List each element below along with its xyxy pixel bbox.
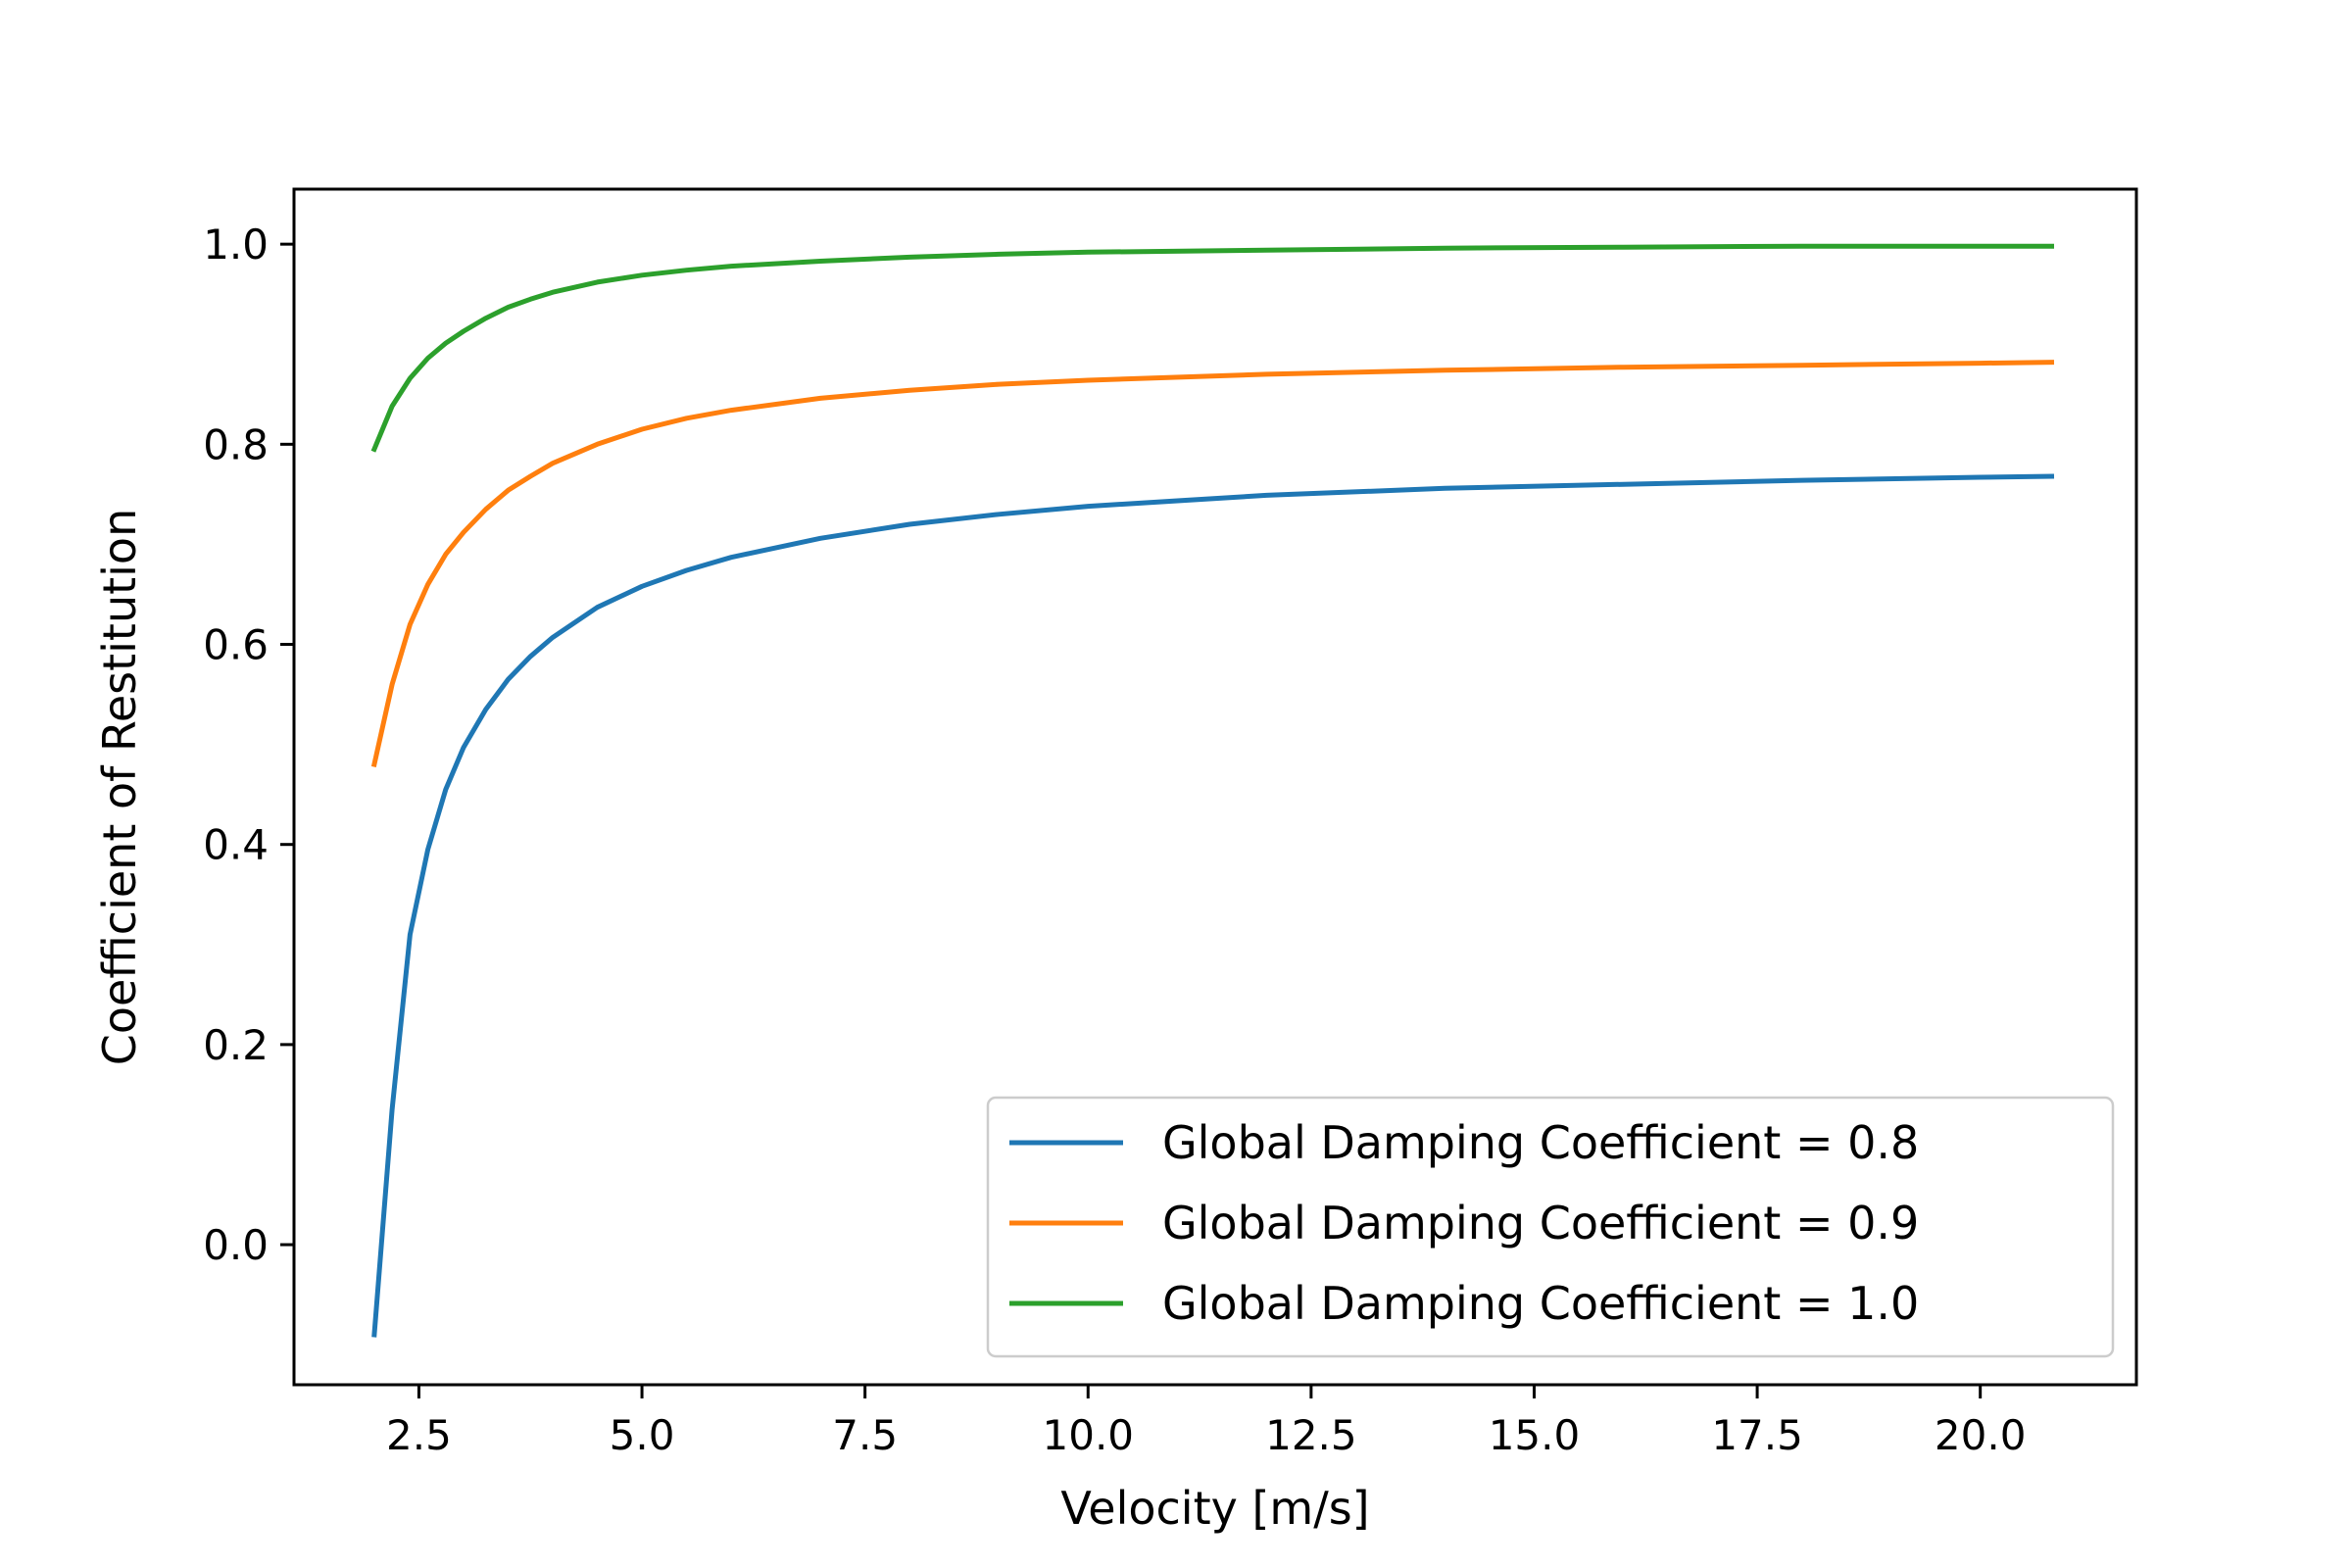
y-tick-label: 0.6 xyxy=(203,621,269,669)
y-tick-label: 0.2 xyxy=(203,1021,269,1069)
legend-items: Global Damping Coefficient = 0.8 Global D… xyxy=(1009,1116,1919,1330)
legend: Global Damping Coefficient = 0.8 Global D… xyxy=(986,1096,2115,1358)
y-tick-label: 0.4 xyxy=(203,821,269,869)
series-line-1 xyxy=(371,473,2055,1338)
x-tick-label: 10.0 xyxy=(1043,1411,1135,1459)
x-tick-label: 20.0 xyxy=(1935,1411,2027,1459)
x-axis-ticks: 2.5 5.0 7.5 10.0 12.5 15.0 17.5 20.0 xyxy=(386,1385,2026,1459)
x-tick-label: 15.0 xyxy=(1489,1411,1581,1459)
x-tick-label: 7.5 xyxy=(832,1411,898,1459)
y-tick-label: 1.0 xyxy=(203,220,269,269)
y-axis-title: Coefficient of Restitution xyxy=(93,509,146,1065)
legend-label: Global Damping Coefficient = 1.0 xyxy=(1162,1277,1919,1330)
x-tick-label: 17.5 xyxy=(1711,1411,1803,1459)
plot-frame xyxy=(292,187,2138,1387)
series-layer xyxy=(370,243,2055,1338)
x-tick-label: 5.0 xyxy=(610,1411,675,1459)
series-line-2 xyxy=(370,360,2055,767)
y-axis-ticks: 0.0 0.2 0.4 0.6 0.8 1.0 xyxy=(203,220,294,1269)
y-tick-label: 0.8 xyxy=(203,420,269,468)
legend-label: Global Damping Coefficient = 0.9 xyxy=(1162,1197,1919,1250)
series-line-3 xyxy=(370,243,2054,453)
x-tick-label: 2.5 xyxy=(386,1411,452,1459)
legend-label: Global Damping Coefficient = 0.8 xyxy=(1162,1116,1919,1169)
x-tick-label: 12.5 xyxy=(1265,1411,1357,1459)
legend-box xyxy=(986,1096,2115,1358)
x-axis-title: Velocity [m/s] xyxy=(1060,1482,1369,1535)
y-tick-label: 0.0 xyxy=(203,1221,269,1269)
